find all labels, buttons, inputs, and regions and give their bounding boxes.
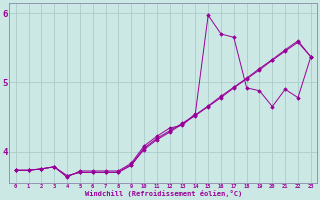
X-axis label: Windchill (Refroidissement éolien,°C): Windchill (Refroidissement éolien,°C) <box>84 190 242 197</box>
